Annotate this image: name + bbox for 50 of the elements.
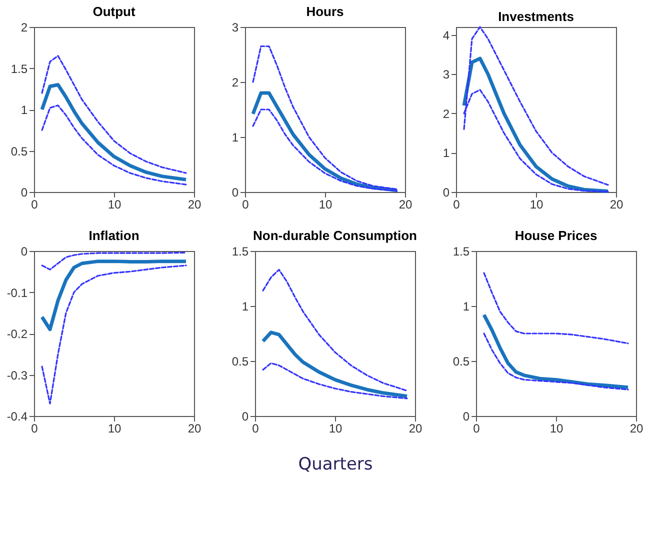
y-tick-label: 1 (442, 146, 450, 160)
y-tick-label: 0.5 (10, 144, 28, 158)
y-tick-label: 1 (232, 130, 239, 144)
x-tick-label: 10 (108, 422, 122, 436)
y-tick-label: -0.1 (6, 286, 28, 300)
x-tick-label: 10 (550, 422, 564, 436)
x-tick-label: 20 (630, 422, 644, 436)
y-tick-label: -0.4 (6, 410, 28, 424)
y-tick-label: 0 (232, 186, 239, 200)
x-tick-label: 10 (530, 198, 544, 212)
x-tick-label: 20 (398, 198, 412, 212)
x-tick-label: 10 (108, 198, 122, 212)
y-tick-label: 0 (462, 410, 470, 424)
y-tick-label: 0.5 (232, 354, 249, 368)
y-tick-label: 3 (442, 68, 450, 82)
x-tick-label: 20 (408, 422, 422, 436)
y-tick-label: -0.3 (6, 368, 28, 382)
y-tick-label: 3 (232, 20, 239, 34)
x-tick-label: 0 (252, 422, 260, 436)
y-tick-label: 1.5 (10, 62, 28, 76)
y-tick-label: 1 (20, 103, 28, 117)
y-tick-label: 0 (20, 244, 28, 258)
y-tick-label: 0.5 (452, 354, 470, 368)
x-tick-label: 0 (31, 198, 38, 212)
chart-title: Non-durable Consumption (253, 228, 418, 243)
x-tick-label: 10 (328, 422, 342, 436)
x-tick-label: 10 (318, 198, 332, 212)
chart-title: Investments (498, 9, 574, 24)
chart-title: Output (92, 4, 136, 19)
chart-title: House Prices (514, 228, 598, 243)
x-tick-label: 0 (31, 422, 38, 436)
y-tick-label: 4 (442, 28, 450, 42)
x-tick-label: 20 (610, 198, 624, 212)
y-tick-label: 1 (242, 300, 249, 314)
y-tick-label: 2 (20, 20, 28, 34)
y-tick-label: -0.2 (6, 327, 28, 341)
y-tick-label: 0 (20, 186, 28, 200)
y-tick-label: 1.5 (232, 244, 249, 258)
y-tick-label: 1 (462, 300, 470, 314)
y-tick-label: 1.5 (452, 244, 470, 258)
y-tick-label: 2 (442, 106, 450, 121)
x-tick-label: 20 (188, 422, 202, 436)
x-tick-label: 0 (473, 422, 480, 436)
chart-title: Hours (306, 4, 344, 19)
x-axis-title: Quarters (298, 454, 373, 474)
y-tick-label: 0 (242, 410, 249, 424)
y-tick-label: 2 (232, 76, 239, 90)
chart-title: Inflation (88, 228, 140, 243)
y-tick-label: 0 (442, 186, 450, 200)
x-tick-label: 20 (188, 198, 202, 212)
